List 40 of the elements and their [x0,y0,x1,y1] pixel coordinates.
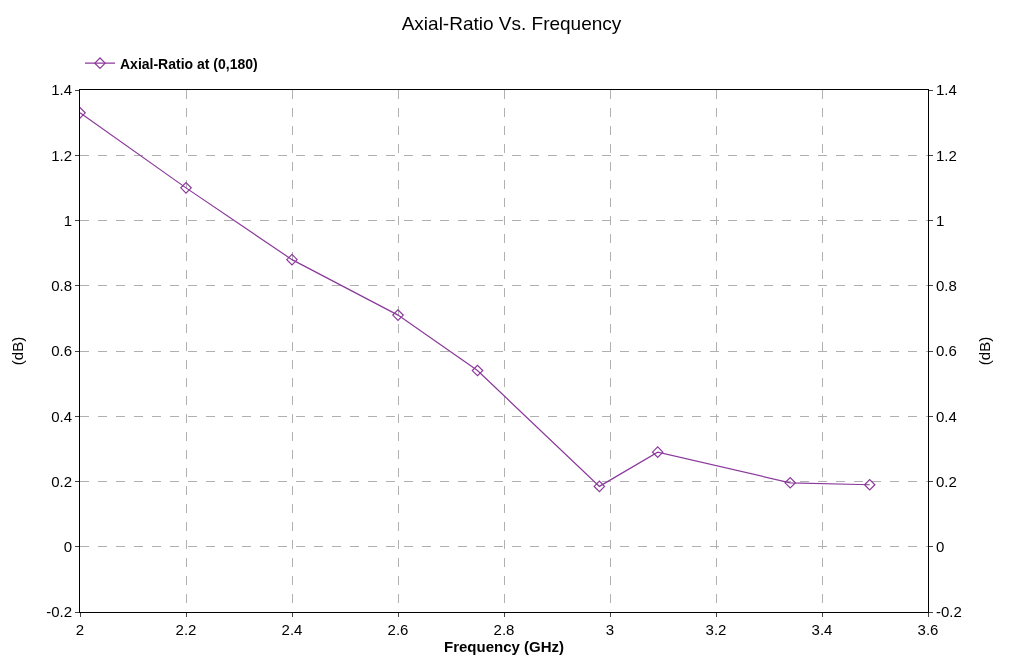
point [471,364,484,377]
x-tick-label: 2.4 [281,621,303,638]
y-tick-label: 0.8 [51,277,72,294]
y2-tick-label: 1.2 [936,146,957,164]
x-tick-label: 2.2 [175,621,197,638]
y2-axis-title: (dB) [975,336,993,366]
point [392,309,404,321]
point [784,477,796,489]
y-tick-label: 0.4 [51,407,72,425]
point [593,480,606,493]
legend-label: Axial-Ratio at (0,180) [120,55,258,72]
x-axis-title: Frequency (GHz) [443,638,565,655]
chart-title: Axial-Ratio Vs. Frequency [401,12,622,34]
y-axis-title: (dB) [9,336,27,366]
y-tick-label: 1.2 [51,146,72,164]
point [180,182,192,194]
point [651,446,664,458]
y2-tick-label: 0 [936,538,945,555]
y-tick-label: 1 [63,211,72,229]
y2-tick-label: -0.2 [936,603,962,621]
point [286,253,298,266]
y2-tick-label: 0.8 [936,277,957,294]
y2-tick-label: 1 [936,211,945,229]
x-tick-label: 3.2 [705,621,727,638]
y2-tick-label: 0.4 [936,407,957,425]
x-tick-label: 2.6 [387,621,409,638]
x-tick-label: 3.4 [811,621,833,638]
x-tick-label: 3.6 [917,621,939,638]
x-tick-label: 3 [605,621,615,638]
y2-tick-label: 1.4 [936,81,957,99]
x-tick-label: 2.8 [493,621,515,638]
y-tick-label: -0.2 [46,603,72,621]
y2-tick-label: 0.2 [936,472,957,490]
y-tick-label: 1.4 [51,81,72,99]
point [863,478,876,491]
x-tick-label: 2 [75,621,85,638]
y-tick-label: 0.2 [51,472,72,490]
y-tick-label: 0.6 [51,342,72,360]
y-tick-label: 0 [63,538,72,555]
y2-tick-label: 0.6 [936,342,957,360]
